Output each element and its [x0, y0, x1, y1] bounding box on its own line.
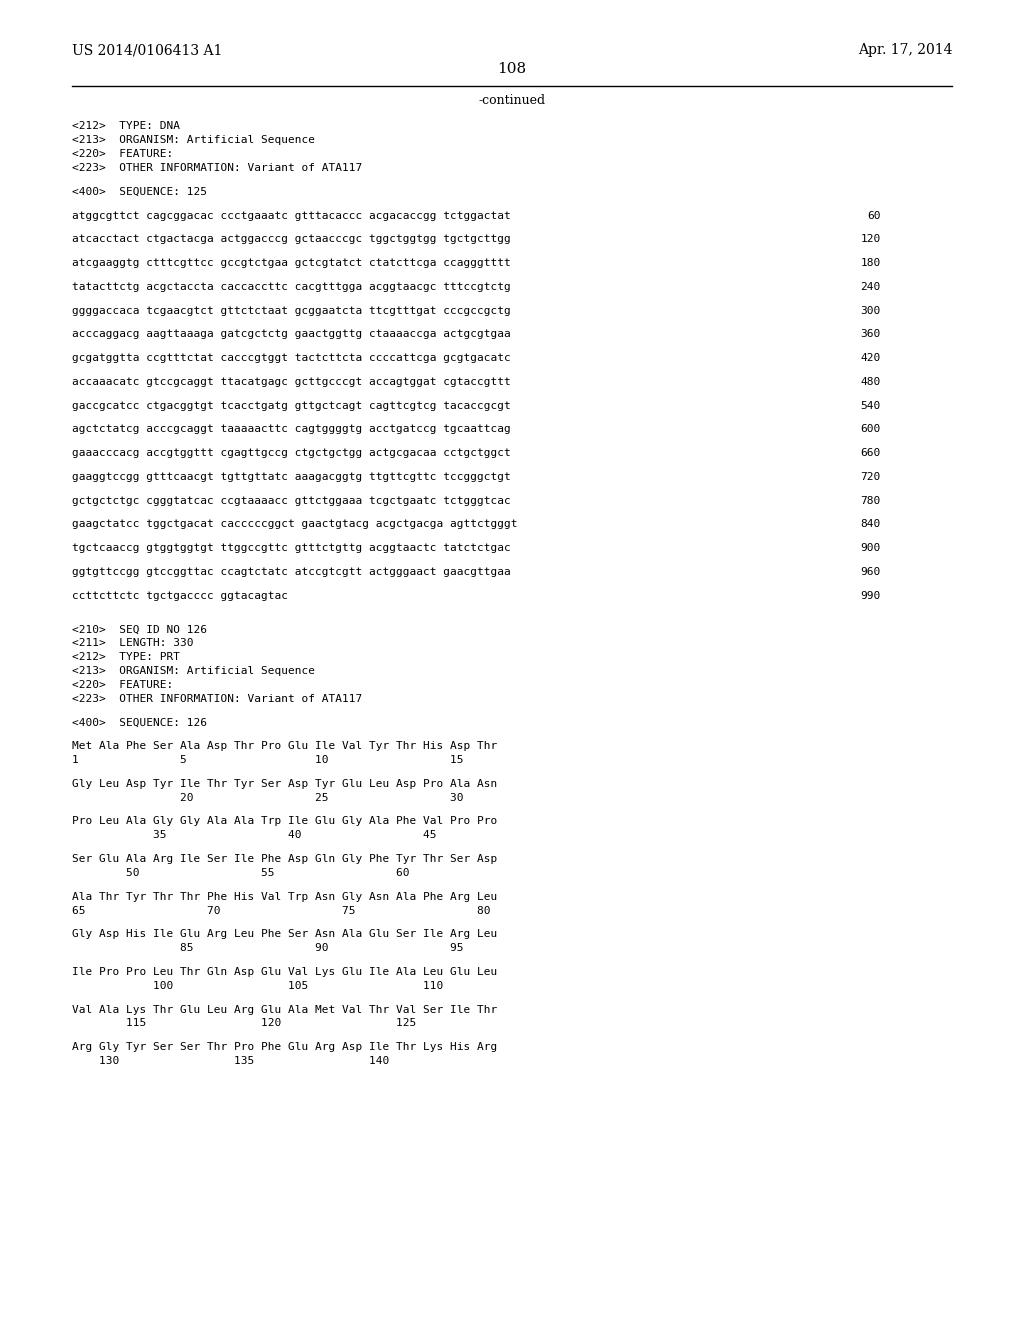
Text: agctctatcg acccgcaggt taaaaacttc cagtggggtg acctgatccg tgcaattcag: agctctatcg acccgcaggt taaaaacttc cagtggg…: [72, 424, 510, 434]
Text: 990: 990: [860, 590, 881, 601]
Text: 115                 120                 125: 115 120 125: [72, 1018, 416, 1028]
Text: -continued: -continued: [478, 94, 546, 107]
Text: 480: 480: [860, 376, 881, 387]
Text: acccaggacg aagttaaaga gatcgctctg gaactggttg ctaaaaccga actgcgtgaa: acccaggacg aagttaaaga gatcgctctg gaactgg…: [72, 329, 510, 339]
Text: 780: 780: [860, 495, 881, 506]
Text: accaaacatc gtccgcaggt ttacatgagc gcttgcccgt accagtggat cgtaccgttt: accaaacatc gtccgcaggt ttacatgagc gcttgcc…: [72, 376, 510, 387]
Text: <213>  ORGANISM: Artificial Sequence: <213> ORGANISM: Artificial Sequence: [72, 665, 314, 676]
Text: ccttcttctc tgctgacccc ggtacagtac: ccttcttctc tgctgacccc ggtacagtac: [72, 590, 288, 601]
Text: 100                 105                 110: 100 105 110: [72, 981, 443, 991]
Text: <212>  TYPE: PRT: <212> TYPE: PRT: [72, 652, 179, 663]
Text: tatacttctg acgctaccta caccaccttc cacgtttgga acggtaacgc tttccgtctg: tatacttctg acgctaccta caccaccttc cacgttt…: [72, 281, 510, 292]
Text: gaaacccacg accgtggttt cgagttgccg ctgctgctgg actgcgacaa cctgctggct: gaaacccacg accgtggttt cgagttgccg ctgctgc…: [72, 447, 510, 458]
Text: 120: 120: [860, 234, 881, 244]
Text: <210>  SEQ ID NO 126: <210> SEQ ID NO 126: [72, 624, 207, 635]
Text: Apr. 17, 2014: Apr. 17, 2014: [858, 44, 952, 57]
Text: 1               5                   10                  15: 1 5 10 15: [72, 755, 463, 766]
Text: ggtgttccgg gtccggttac ccagtctatc atccgtcgtt actgggaact gaacgttgaa: ggtgttccgg gtccggttac ccagtctatc atccgtc…: [72, 566, 510, 577]
Text: US 2014/0106413 A1: US 2014/0106413 A1: [72, 44, 222, 57]
Text: 20                  25                  30: 20 25 30: [72, 792, 463, 803]
Text: gctgctctgc cgggtatcac ccgtaaaacc gttctggaaa tcgctgaatc tctgggtcac: gctgctctgc cgggtatcac ccgtaaaacc gttctgg…: [72, 495, 510, 506]
Text: 130                 135                 140: 130 135 140: [72, 1056, 389, 1067]
Text: 540: 540: [860, 400, 881, 411]
Text: 85                  90                  95: 85 90 95: [72, 942, 463, 953]
Text: gaccgcatcc ctgacggtgt tcacctgatg gttgctcagt cagttcgtcg tacaccgcgt: gaccgcatcc ctgacggtgt tcacctgatg gttgctc…: [72, 400, 510, 411]
Text: gaagctatcc tggctgacat cacccccggct gaactgtacg acgctgacga agttctgggt: gaagctatcc tggctgacat cacccccggct gaactg…: [72, 519, 517, 529]
Text: Gly Asp His Ile Glu Arg Leu Phe Ser Asn Ala Glu Ser Ile Arg Leu: Gly Asp His Ile Glu Arg Leu Phe Ser Asn …: [72, 929, 497, 940]
Text: <400>  SEQUENCE: 125: <400> SEQUENCE: 125: [72, 186, 207, 197]
Text: 600: 600: [860, 424, 881, 434]
Text: <220>  FEATURE:: <220> FEATURE:: [72, 149, 173, 160]
Text: Ile Pro Pro Leu Thr Gln Asp Glu Val Lys Glu Ile Ala Leu Glu Leu: Ile Pro Pro Leu Thr Gln Asp Glu Val Lys …: [72, 966, 497, 977]
Text: <212>  TYPE: DNA: <212> TYPE: DNA: [72, 121, 179, 132]
Text: 300: 300: [860, 305, 881, 315]
Text: 900: 900: [860, 543, 881, 553]
Text: 60: 60: [867, 210, 881, 220]
Text: 960: 960: [860, 566, 881, 577]
Text: atcacctact ctgactacga actggacccg gctaacccgc tggctggtgg tgctgcttgg: atcacctact ctgactacga actggacccg gctaacc…: [72, 234, 510, 244]
Text: 50                  55                  60: 50 55 60: [72, 867, 410, 878]
Text: Ala Thr Tyr Thr Thr Phe His Val Trp Asn Gly Asn Ala Phe Arg Leu: Ala Thr Tyr Thr Thr Phe His Val Trp Asn …: [72, 891, 497, 902]
Text: 720: 720: [860, 471, 881, 482]
Text: tgctcaaccg gtggtggtgt ttggccgttc gtttctgttg acggtaactc tatctctgac: tgctcaaccg gtggtggtgt ttggccgttc gtttctg…: [72, 543, 510, 553]
Text: Pro Leu Ala Gly Gly Ala Ala Trp Ile Glu Gly Ala Phe Val Pro Pro: Pro Leu Ala Gly Gly Ala Ala Trp Ile Glu …: [72, 816, 497, 826]
Text: 660: 660: [860, 447, 881, 458]
Text: atcgaaggtg ctttcgttcc gccgtctgaa gctcgtatct ctatcttcga ccagggtttt: atcgaaggtg ctttcgttcc gccgtctgaa gctcgta…: [72, 257, 510, 268]
Text: <220>  FEATURE:: <220> FEATURE:: [72, 680, 173, 690]
Text: <211>  LENGTH: 330: <211> LENGTH: 330: [72, 638, 194, 648]
Text: ggggaccaca tcgaacgtct gttctctaat gcggaatcta ttcgtttgat cccgccgctg: ggggaccaca tcgaacgtct gttctctaat gcggaat…: [72, 305, 510, 315]
Text: 840: 840: [860, 519, 881, 529]
Text: gaaggtccgg gtttcaacgt tgttgttatc aaagacggtg ttgttcgttc tccgggctgt: gaaggtccgg gtttcaacgt tgttgttatc aaagacg…: [72, 471, 510, 482]
Text: 240: 240: [860, 281, 881, 292]
Text: 420: 420: [860, 352, 881, 363]
Text: <223>  OTHER INFORMATION: Variant of ATA117: <223> OTHER INFORMATION: Variant of ATA1…: [72, 693, 361, 704]
Text: Val Ala Lys Thr Glu Leu Arg Glu Ala Met Val Thr Val Ser Ile Thr: Val Ala Lys Thr Glu Leu Arg Glu Ala Met …: [72, 1005, 497, 1015]
Text: Ser Glu Ala Arg Ile Ser Ile Phe Asp Gln Gly Phe Tyr Thr Ser Asp: Ser Glu Ala Arg Ile Ser Ile Phe Asp Gln …: [72, 854, 497, 865]
Text: Met Ala Phe Ser Ala Asp Thr Pro Glu Ile Val Tyr Thr His Asp Thr: Met Ala Phe Ser Ala Asp Thr Pro Glu Ile …: [72, 741, 497, 751]
Text: 65                  70                  75                  80: 65 70 75 80: [72, 906, 490, 916]
Text: Gly Leu Asp Tyr Ile Thr Tyr Ser Asp Tyr Glu Leu Asp Pro Ala Asn: Gly Leu Asp Tyr Ile Thr Tyr Ser Asp Tyr …: [72, 779, 497, 789]
Text: gcgatggtta ccgtttctat cacccgtggt tactcttcta ccccattcga gcgtgacatc: gcgatggtta ccgtttctat cacccgtggt tactctt…: [72, 352, 510, 363]
Text: 35                  40                  45: 35 40 45: [72, 830, 436, 841]
Text: 180: 180: [860, 257, 881, 268]
Text: <400>  SEQUENCE: 126: <400> SEQUENCE: 126: [72, 717, 207, 727]
Text: Arg Gly Tyr Ser Ser Thr Pro Phe Glu Arg Asp Ile Thr Lys His Arg: Arg Gly Tyr Ser Ser Thr Pro Phe Glu Arg …: [72, 1041, 497, 1052]
Text: <213>  ORGANISM: Artificial Sequence: <213> ORGANISM: Artificial Sequence: [72, 135, 314, 145]
Text: 108: 108: [498, 62, 526, 75]
Text: 360: 360: [860, 329, 881, 339]
Text: atggcgttct cagcggacac ccctgaaatc gtttacaccc acgacaccgg tctggactat: atggcgttct cagcggacac ccctgaaatc gtttaca…: [72, 210, 510, 220]
Text: <223>  OTHER INFORMATION: Variant of ATA117: <223> OTHER INFORMATION: Variant of ATA1…: [72, 162, 361, 173]
